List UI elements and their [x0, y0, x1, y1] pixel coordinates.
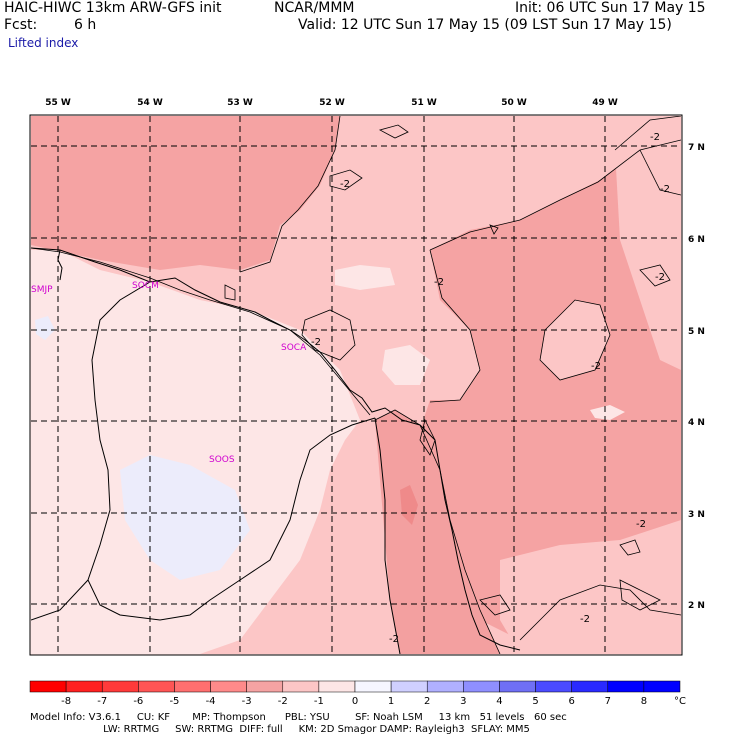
- map-frame: [29, 114, 683, 656]
- lat-label: 5 N: [688, 327, 705, 337]
- lat-label: 7 N: [688, 143, 705, 153]
- contour-label: -2: [591, 361, 601, 372]
- station-label: SMJP: [31, 285, 53, 295]
- colorbar-swatch: [282, 680, 320, 693]
- colorbar-tick-label: 5: [532, 696, 538, 707]
- colorbar-tick-label: -5: [169, 696, 179, 707]
- lat-label: 3 N: [688, 510, 705, 520]
- colorbar-swatch: [29, 680, 67, 693]
- colorbar-swatch: [390, 680, 428, 693]
- colorbar-tick-label: -7: [97, 696, 107, 707]
- colorbar-swatch: [535, 680, 572, 693]
- colorbar-swatch: [246, 680, 284, 693]
- contour-label: -2: [311, 337, 321, 348]
- contour-label: -2: [434, 277, 444, 288]
- colorbar-tick-label: 7: [605, 696, 611, 707]
- station-label: SOCA: [281, 343, 307, 353]
- colorbar-swatch: [426, 680, 464, 693]
- lon-label: 50 W: [501, 98, 527, 108]
- colorbar-swatch: [463, 680, 500, 693]
- colorbar-tick-label: 1: [388, 696, 394, 707]
- colorbar-swatch: [318, 680, 356, 693]
- colorbar-swatch: [499, 680, 536, 693]
- contour-label: -2: [389, 634, 399, 645]
- colorbar-tick-label: -6: [133, 696, 143, 707]
- station-label: SOOS: [209, 455, 235, 465]
- colorbar-swatch: [571, 680, 609, 693]
- colorbar-tick-label: -1: [314, 696, 324, 707]
- lat-label: 4 N: [688, 418, 705, 428]
- coastline-borders: [31, 247, 521, 654]
- colorbar-swatch: [174, 680, 211, 693]
- contour-label: -2: [660, 184, 670, 195]
- colorbar-tick-label: 2: [424, 696, 430, 707]
- lon-label: 54 W: [137, 98, 163, 108]
- contour-label: -2: [580, 614, 590, 625]
- colorbar-unit: °C: [674, 696, 686, 707]
- contour-label: -2: [340, 179, 350, 190]
- colorbar-tick-label: -2: [278, 696, 288, 707]
- lon-label: 51 W: [411, 98, 437, 108]
- contour-label: -2: [655, 272, 665, 283]
- lon-label: 55 W: [45, 98, 71, 108]
- colorbar-swatch: [101, 680, 139, 693]
- colorbar: -8 -7 -6 -5 -4 -3 -2 -1 0 1 2 3 4 5 6 7 8: [29, 680, 681, 707]
- lon-label: 53 W: [227, 98, 253, 108]
- station-label: SOCM: [132, 281, 159, 291]
- lon-label: 49 W: [592, 98, 618, 108]
- shaded-field: [31, 116, 681, 654]
- valid-time: Valid: 12 UTC Sun 17 May 15 (09 LST Sun …: [298, 17, 672, 33]
- lon-label: 52 W: [319, 98, 345, 108]
- colorbar-tick-label: -8: [61, 696, 71, 707]
- organization-label: NCAR/MMM: [274, 0, 355, 16]
- colorbar-tick-label: -3: [242, 696, 252, 707]
- graticule: [31, 116, 681, 654]
- colorbar-tick-label: -4: [206, 696, 216, 707]
- lat-label: 2 N: [688, 601, 705, 611]
- forecast-label: Fcst:: [4, 17, 38, 33]
- init-time: Init: 06 UTC Sun 17 May 15: [515, 0, 706, 16]
- field-name: Lifted index: [8, 36, 79, 50]
- contour-label: -2: [636, 519, 646, 530]
- model-title: HAIC-HIWC 13km ARW-GFS init: [4, 0, 222, 16]
- colorbar-swatch: [354, 680, 392, 693]
- colorbar-swatch: [210, 680, 247, 693]
- model-info-line-2: LW: RRTMG SW: RRTMG DIFF: full KM: 2D Sm…: [30, 724, 530, 735]
- lat-label: 6 N: [688, 235, 705, 245]
- colorbar-tick-label: 4: [496, 696, 502, 707]
- contour-label: -2: [650, 132, 660, 143]
- colorbar-swatch: [643, 680, 681, 693]
- forecast-hour: 6 h: [74, 17, 97, 33]
- model-info-line-1: Model Info: V3.6.1 CU: KF MP: Thompson P…: [30, 712, 567, 723]
- colorbar-tick-label: 0: [352, 696, 358, 707]
- colorbar-tick-label: 3: [460, 696, 466, 707]
- colorbar-tick-label: 8: [641, 696, 647, 707]
- colorbar-swatch: [138, 680, 175, 693]
- colorbar-swatch: [607, 680, 645, 693]
- colorbar-swatch: [65, 680, 103, 693]
- colorbar-tick-label: 6: [568, 696, 574, 707]
